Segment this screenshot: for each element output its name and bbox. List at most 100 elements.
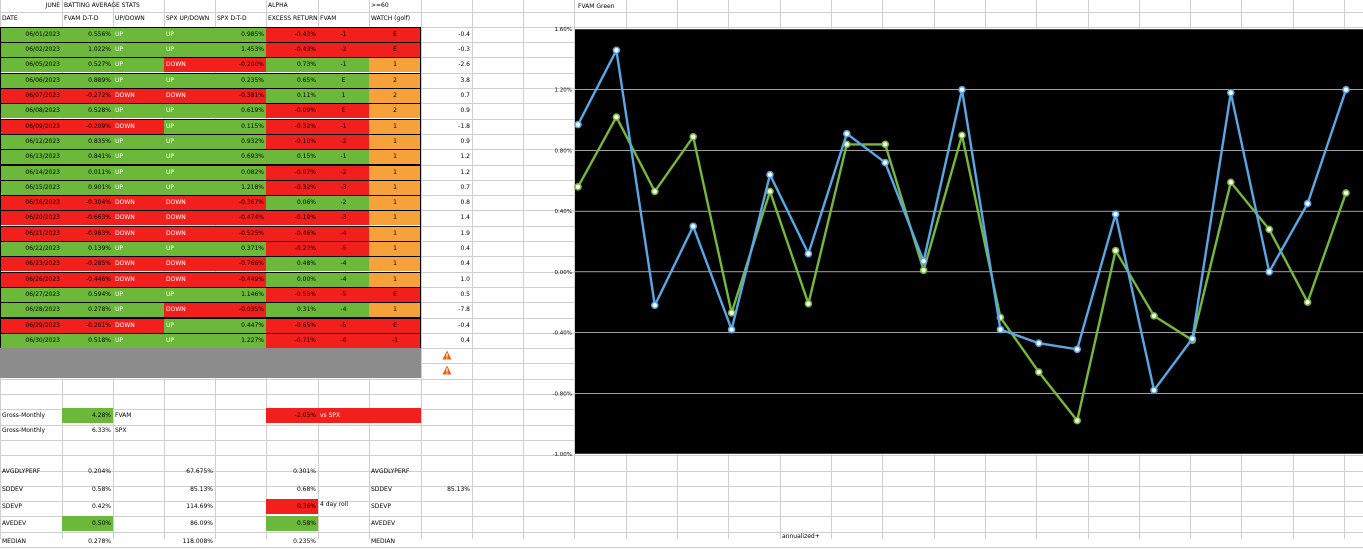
cell-date[interactable]: 06/07/2023 (0, 88, 62, 103)
cell-up-down[interactable]: DOWN (113, 317, 164, 333)
cell-spx-up-down[interactable]: UP (164, 26, 215, 42)
cell-spx-up-down[interactable]: DOWN (164, 195, 215, 211)
stat-label-2[interactable]: SDDEV (371, 485, 392, 493)
cell-spx-dtd[interactable]: 1.227% (215, 332, 266, 348)
cell-watch[interactable]: 1 (369, 164, 421, 180)
gray-cell[interactable] (164, 348, 215, 364)
cell-fvam[interactable]: -2 (318, 195, 369, 211)
gross-value[interactable]: 6.33% (91, 427, 111, 435)
cell-up-down[interactable]: DOWN (113, 88, 164, 103)
annualized-label[interactable]: annualized+ (782, 532, 820, 540)
gray-cell[interactable] (0, 348, 62, 364)
cell-spx-up-down[interactable]: DOWN (164, 88, 215, 103)
cell-watch[interactable]: 1 (369, 225, 421, 241)
cell-spx-dtd[interactable]: -0.766% (215, 256, 266, 272)
gray-cell[interactable] (0, 363, 62, 379)
cell-excess-return[interactable]: -0.65% (266, 317, 318, 333)
cell-extra[interactable]: -0.4 (458, 321, 470, 329)
cell-date[interactable]: 06/20/2023 (0, 210, 62, 226)
cell-extra[interactable]: 0.4 (460, 260, 470, 268)
cell-watch[interactable]: 2 (369, 103, 421, 119)
cell-spx-dtd[interactable]: 0.447% (215, 317, 266, 333)
stat-pct[interactable]: 114.69% (186, 502, 213, 510)
gross-excess[interactable]: -2.05% (266, 407, 318, 423)
cell-excess-return[interactable]: -0.46% (266, 225, 318, 241)
cell-up-down[interactable]: UP (113, 149, 164, 165)
cell-fvam-dtd[interactable]: 0.841% (62, 149, 113, 165)
cell-spx-dtd[interactable]: 1.146% (215, 286, 266, 302)
cell-up-down[interactable]: UP (113, 286, 164, 302)
cell-up-down[interactable]: DOWN (113, 210, 164, 226)
cell-watch[interactable]: E (369, 286, 421, 302)
cell-up-down[interactable]: UP (113, 42, 164, 58)
cell-spx-dtd[interactable]: -0.381% (215, 88, 266, 103)
gray-cell[interactable] (62, 348, 113, 364)
cell-excess-return[interactable]: -0.43% (266, 42, 318, 58)
gray-cell[interactable] (215, 348, 266, 364)
cell-date[interactable]: 06/22/2023 (0, 241, 62, 256)
cell-up-down[interactable]: UP (113, 26, 164, 42)
cell-excess-return[interactable]: -0.32% (266, 179, 318, 195)
cell-fvam-dtd[interactable]: -0.446% (62, 271, 113, 287)
cell-up-down[interactable]: UP (113, 241, 164, 256)
cell-fvam[interactable]: -4 (318, 225, 369, 241)
warning-icon[interactable] (442, 365, 452, 375)
stat-label[interactable]: SDDEV (2, 485, 23, 493)
cell-fvam-dtd[interactable]: 0.556% (62, 26, 113, 42)
cell-spx-dtd[interactable]: -0.035% (215, 302, 266, 318)
cell-excess-return[interactable]: 0.00% (266, 271, 318, 287)
stat-spx[interactable]: 0.301% (293, 468, 316, 476)
cell-date[interactable]: 06/16/2023 (0, 195, 62, 211)
cell-watch[interactable]: 1 (369, 118, 421, 134)
stat-pct[interactable]: 85.13% (190, 485, 213, 493)
cell-watch[interactable]: 1 (369, 133, 421, 149)
cell-up-down[interactable]: UP (113, 133, 164, 149)
stat-fvam[interactable]: 0.58% (91, 485, 111, 493)
cell-spx-dtd[interactable]: 0.693% (215, 149, 266, 165)
gray-cell[interactable] (318, 363, 369, 379)
cell-fvam[interactable]: -3 (318, 179, 369, 195)
cell-excess-return[interactable]: -0.23% (266, 241, 318, 256)
cell-up-down[interactable]: DOWN (113, 118, 164, 134)
cell-watch[interactable]: 1 (369, 271, 421, 287)
gray-cell[interactable] (369, 363, 421, 379)
cell-date[interactable]: 06/14/2023 (0, 164, 62, 180)
cell-fvam[interactable]: -2 (318, 164, 369, 180)
cell-watch[interactable]: 1 (369, 179, 421, 195)
cell-spx-dtd[interactable]: 1.218% (215, 179, 266, 195)
cell-extra[interactable]: 3.8 (460, 76, 470, 84)
cell-extra[interactable]: 1.2 (460, 168, 470, 176)
cell-spx-dtd[interactable]: -0.367% (215, 195, 266, 211)
cell-extra[interactable]: 0.9 (460, 137, 470, 145)
cell-up-down[interactable]: UP (113, 164, 164, 180)
gross-red-cell[interactable] (369, 407, 421, 423)
cell-extra[interactable]: 0.9 (460, 107, 470, 115)
gross-vs[interactable]: vs SPX (318, 407, 369, 423)
cell-fvam-dtd[interactable]: 0.527% (62, 57, 113, 73)
cell-extra[interactable]: 1.0 (460, 275, 470, 283)
cell-date[interactable]: 06/02/2023 (0, 42, 62, 58)
cell-excess-return[interactable]: -0.10% (266, 133, 318, 149)
cell-date[interactable]: 06/13/2023 (0, 149, 62, 165)
stat-label-2[interactable]: AVEDEV (371, 520, 396, 528)
gray-cell[interactable] (62, 363, 113, 379)
cell-watch[interactable]: 2 (369, 88, 421, 103)
cell-spx-up-down[interactable]: DOWN (164, 210, 215, 226)
cell-spx-dtd[interactable]: 0.082% (215, 164, 266, 180)
cell-spx-up-down[interactable]: UP (164, 72, 215, 88)
cell-watch[interactable]: 1 (369, 241, 421, 256)
col-watch[interactable]: WATCH (golf) (371, 15, 411, 22)
stat-label-2[interactable]: AVGDLYPERF (371, 468, 410, 476)
cell-excess-return[interactable]: -0.43% (266, 26, 318, 42)
cell-extra[interactable]: -7.8 (458, 306, 470, 314)
cell-excess-return[interactable]: 0.31% (266, 302, 318, 318)
cell-spx-dtd[interactable]: 0.619% (215, 103, 266, 119)
cell-extra[interactable]: -2.6 (458, 61, 470, 69)
cell-fvam[interactable]: E (318, 72, 369, 88)
cell-spx-dtd[interactable]: -0.525% (215, 225, 266, 241)
gross-value[interactable]: 4.28% (62, 407, 113, 423)
cell-spx-up-down[interactable]: DOWN (164, 302, 215, 318)
cell-date[interactable]: 06/23/2023 (0, 256, 62, 272)
cell-excess-return[interactable]: 0.15% (266, 149, 318, 165)
cell-spx-dtd[interactable]: 0.985% (215, 26, 266, 42)
